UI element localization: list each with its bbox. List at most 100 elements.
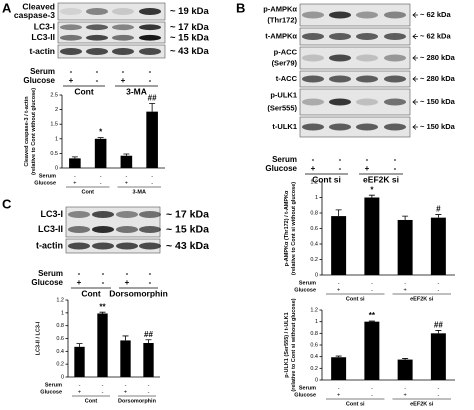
y-tick-label: 0.2 bbox=[56, 362, 64, 368]
blot-band bbox=[68, 211, 90, 218]
blot-band bbox=[356, 54, 378, 62]
y-axis-label: Cleaved caspase-3 / t-actin bbox=[24, 96, 30, 167]
glucose-sign: + bbox=[124, 389, 127, 395]
blot-size-label: ~ 62 kDa bbox=[420, 31, 451, 40]
serum-sign: - bbox=[149, 269, 152, 278]
blot-size-label: ~ 150 kDa bbox=[420, 97, 456, 106]
arrow bbox=[412, 76, 418, 82]
arrow bbox=[412, 55, 418, 61]
y-tick-label: 0.8 bbox=[310, 331, 318, 337]
row-name: Glucose bbox=[23, 76, 55, 85]
glucose-sign: + bbox=[73, 180, 76, 186]
bar bbox=[120, 155, 133, 168]
y-tick-label: 1 bbox=[315, 195, 318, 201]
group-label: Cont si bbox=[346, 401, 365, 407]
blot-image bbox=[57, 2, 166, 21]
blot-size-label: ~ 150 kDa bbox=[420, 122, 456, 131]
blot-row-label: Cleaved bbox=[22, 2, 55, 12]
bar bbox=[331, 216, 347, 275]
blot-band bbox=[112, 8, 134, 15]
bar bbox=[331, 357, 347, 380]
glucose-sign: + bbox=[311, 164, 316, 173]
serum-sign: - bbox=[79, 382, 81, 388]
panel-letter: B bbox=[236, 0, 245, 15]
blot-band bbox=[68, 226, 90, 233]
bar bbox=[397, 219, 413, 275]
blot-size-label: ~ 280 kDa bbox=[420, 53, 456, 62]
blot-band bbox=[302, 54, 324, 62]
error-bar bbox=[71, 156, 78, 159]
serum-sign: - bbox=[404, 280, 406, 286]
arrow bbox=[412, 99, 418, 105]
error-bar bbox=[122, 335, 129, 341]
glucose-sign: - bbox=[339, 164, 342, 173]
panel-letter: A bbox=[2, 0, 12, 15]
glucose-sign: - bbox=[100, 180, 102, 186]
y-axis-label: p-ULK1 (Ser555) / t-ULK1 bbox=[284, 312, 290, 377]
serum-sign: - bbox=[437, 280, 439, 286]
blot-band bbox=[60, 24, 82, 31]
blot-image bbox=[57, 44, 166, 59]
significance: # bbox=[436, 205, 441, 214]
y-axis-label: (relative to Cont si without glucose) bbox=[291, 182, 297, 275]
group-label: Cont bbox=[81, 189, 94, 195]
y-tick-label: 0 bbox=[315, 377, 318, 383]
error-bar bbox=[402, 358, 409, 360]
bar bbox=[397, 359, 413, 380]
bar bbox=[430, 217, 446, 275]
serum-sign: - bbox=[70, 67, 73, 76]
blot-band bbox=[356, 98, 378, 106]
arrow bbox=[412, 124, 418, 130]
glucose-sign: - bbox=[151, 180, 153, 186]
blot-size-label: ~ 62 kDa bbox=[420, 10, 451, 19]
row-name: Glucose bbox=[265, 164, 297, 173]
y-axis-label: LC3-II / LC3-I bbox=[35, 321, 41, 355]
y-tick-label: 1.2 bbox=[310, 307, 318, 313]
row-name: Serum bbox=[299, 385, 316, 391]
y-tick-label: 1.2 bbox=[56, 297, 64, 303]
serum-sign: - bbox=[122, 67, 125, 76]
group-label: 3-MA bbox=[133, 189, 146, 195]
blot-band bbox=[139, 8, 161, 15]
significance: ## bbox=[148, 94, 157, 103]
blot-band bbox=[384, 75, 406, 83]
blot-row-label: LC3-II bbox=[31, 32, 55, 42]
blot-band bbox=[329, 11, 351, 19]
y-tick-label: 1 bbox=[61, 310, 64, 316]
blot-band bbox=[86, 24, 108, 31]
glucose-sign: - bbox=[148, 389, 150, 395]
serum-sign: - bbox=[338, 385, 340, 391]
y-tick-label: 1.2 bbox=[310, 179, 318, 185]
y-tick-label: 0.6 bbox=[310, 226, 318, 232]
row-name: Glucose bbox=[34, 180, 56, 186]
serum-sign: - bbox=[78, 269, 81, 278]
y-tick-label: 0.4 bbox=[310, 241, 318, 247]
serum-sign: - bbox=[125, 173, 127, 179]
blot-band bbox=[329, 123, 351, 131]
glucose-sign: - bbox=[394, 164, 397, 173]
glucose-sign: - bbox=[371, 392, 373, 398]
blot-band bbox=[139, 24, 161, 31]
y-tick-label: 0.5 bbox=[50, 151, 58, 157]
glucose-sign: + bbox=[337, 392, 340, 398]
serum-sign: - bbox=[126, 269, 129, 278]
serum-sign: - bbox=[149, 67, 152, 76]
row-name: Serum bbox=[272, 155, 297, 164]
group-label: Cont si bbox=[312, 174, 341, 184]
blot-band bbox=[384, 98, 406, 106]
blot-band bbox=[60, 34, 82, 41]
group-label: Dorsomorphin bbox=[109, 288, 168, 298]
serum-sign: - bbox=[437, 385, 439, 391]
error-bar bbox=[368, 320, 375, 322]
blot-band bbox=[139, 48, 161, 55]
blot-band bbox=[356, 11, 378, 19]
glucose-sign: + bbox=[78, 389, 81, 395]
row-name: Glucose bbox=[31, 278, 63, 287]
blot-band bbox=[112, 48, 134, 55]
serum-sign: - bbox=[312, 155, 315, 164]
blot-band bbox=[112, 24, 134, 31]
blot-row-label: caspase-3 bbox=[14, 10, 55, 20]
blot-band bbox=[139, 34, 161, 41]
blot-band bbox=[329, 75, 351, 83]
blot-band bbox=[116, 242, 138, 250]
